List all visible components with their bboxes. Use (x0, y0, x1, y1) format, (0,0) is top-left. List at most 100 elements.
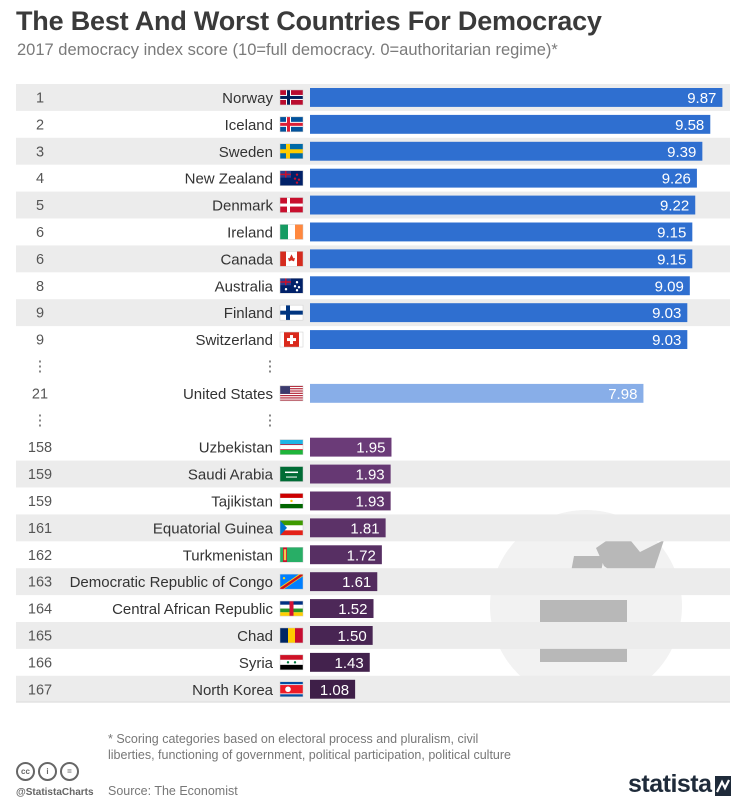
bar-value-label: 1.93 (355, 467, 384, 484)
bar-value-label: 9.09 (655, 278, 684, 295)
bar-value-label: 1.52 (338, 601, 367, 618)
bar (310, 518, 386, 538)
statista-logo-text: statista (628, 770, 712, 798)
country-label: Democratic Republic of Congo (70, 574, 273, 591)
bar (310, 168, 697, 188)
rank-label: 4 (36, 171, 44, 187)
bar (310, 545, 382, 565)
bar (310, 599, 374, 618)
bar-value-label: 9.03 (652, 305, 681, 322)
equatorial-guinea-flag-icon (279, 520, 304, 536)
rank-label: 2 (36, 117, 44, 133)
rank-label: 5 (36, 198, 44, 214)
country-label: Denmark (212, 198, 273, 215)
country-label: Turkmenistan (183, 547, 273, 564)
rank-label: 6 (36, 252, 44, 268)
bar-value-label: 9.58 (675, 117, 704, 134)
bar-value-label: 1.93 (355, 493, 384, 510)
voting-hand-icon (596, 530, 664, 576)
country-label: United States (183, 386, 273, 403)
bar (310, 626, 373, 645)
syria-flag-icon (279, 654, 304, 671)
license-icons: cc i = (16, 762, 79, 781)
country-label: Chad (237, 628, 273, 645)
chart-title: The Best And Worst Countries For Democra… (16, 6, 602, 36)
rank-label: 161 (28, 521, 52, 537)
gap-marker: ⋮ (263, 412, 278, 429)
bar (310, 679, 356, 699)
no-derivatives-icon[interactable]: = (60, 762, 79, 781)
bar (310, 114, 711, 134)
rank-label: 158 (28, 440, 52, 456)
bar-value-label: 1.72 (347, 547, 376, 564)
iceland-flag-icon (279, 116, 304, 133)
rank-label: 165 (28, 628, 52, 644)
country-label: Saudi Arabia (188, 467, 274, 484)
central-african-republic-flag-icon (279, 600, 304, 617)
source-note: Source: The Economist (108, 784, 238, 798)
bar (310, 249, 693, 269)
bar (310, 276, 690, 296)
country-label: Norway (222, 90, 273, 107)
bar-value-label: 9.87 (687, 90, 716, 107)
twitter-handle[interactable]: @StatistaCharts (16, 787, 94, 798)
rank-label: 21 (32, 386, 48, 402)
creative-commons-icon[interactable]: cc (16, 762, 35, 781)
gap-marker: ⋮ (33, 412, 48, 429)
rank-label: 1 (36, 90, 44, 106)
denmark-flag-icon (279, 197, 304, 213)
tajikistan-flag-icon (279, 493, 304, 509)
bar-value-label: 1.43 (335, 655, 364, 672)
bar-value-label: 9.15 (657, 251, 686, 268)
rank-label: 6 (36, 225, 44, 241)
bar (310, 222, 693, 242)
bar (310, 491, 391, 511)
bar-value-label: 9.39 (667, 144, 696, 161)
bar (310, 464, 391, 484)
statista-logo[interactable]: statista (628, 770, 731, 799)
rank-label: 8 (36, 279, 44, 295)
rank-label: 164 (28, 602, 52, 618)
footnote: * Scoring categories based on electoral … (108, 732, 511, 762)
country-label: Australia (215, 278, 274, 295)
bar (310, 437, 392, 457)
country-label: Iceland (225, 117, 273, 134)
country-label: Canada (220, 251, 273, 268)
rank-label: 159 (28, 467, 52, 483)
country-label: Ireland (227, 224, 273, 241)
bar (310, 195, 696, 215)
norway-flag-icon (279, 89, 304, 106)
rank-label: 9 (36, 333, 44, 349)
bar-value-label: 9.15 (657, 224, 686, 241)
country-label: North Korea (192, 682, 274, 699)
country-label: Sweden (219, 144, 273, 161)
gap-marker: ⋮ (263, 358, 278, 375)
rank-label: 166 (28, 655, 52, 671)
bar-value-label: 9.22 (660, 198, 689, 215)
democratic-republic-of-congo-flag-icon (279, 573, 304, 590)
new-zealand-flag-icon (279, 170, 304, 186)
bar-value-label: 9.03 (652, 332, 681, 349)
bar-value-label: 1.08 (320, 682, 349, 699)
bar (310, 88, 723, 107)
united-states-flag-icon (279, 385, 304, 402)
saudi-arabia-flag-icon (279, 466, 304, 482)
rank-label: 159 (28, 494, 52, 510)
bar-value-label: 1.81 (350, 520, 379, 537)
bar (310, 383, 644, 403)
attribution-icon[interactable]: i (38, 762, 57, 781)
gap-marker: ⋮ (33, 358, 48, 375)
country-label: New Zealand (185, 171, 273, 188)
country-label: Uzbekistan (199, 440, 273, 457)
rank-label: 9 (36, 306, 44, 322)
rank-label: 3 (36, 144, 44, 160)
bar-value-label: 1.95 (356, 440, 385, 457)
country-label: Switzerland (195, 332, 273, 349)
rank-label: 162 (28, 548, 52, 564)
country-label: Finland (224, 305, 273, 322)
rank-label: 163 (28, 575, 52, 591)
australia-flag-icon (279, 278, 304, 294)
chart-subtitle: 2017 democracy index score (10=full demo… (17, 41, 558, 59)
bar-value-label: 9.26 (662, 171, 691, 188)
chad-flag-icon (279, 627, 304, 644)
